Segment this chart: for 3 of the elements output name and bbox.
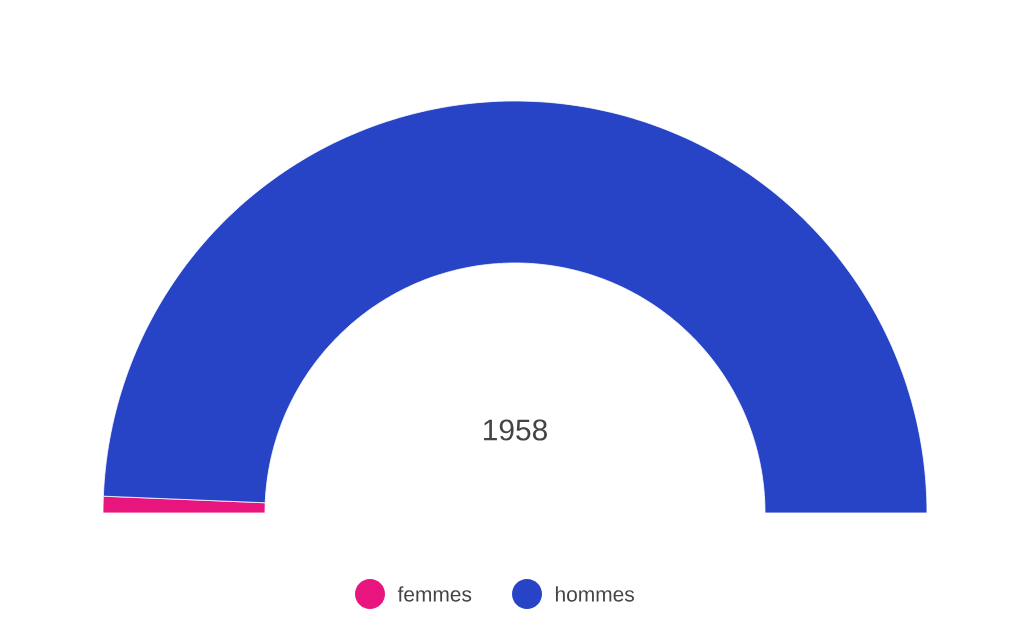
text: 1958 <box>484 419 547 441</box>
legend-label: femmes <box>397 586 472 602</box>
legend-label: hommes <box>555 586 634 602</box>
